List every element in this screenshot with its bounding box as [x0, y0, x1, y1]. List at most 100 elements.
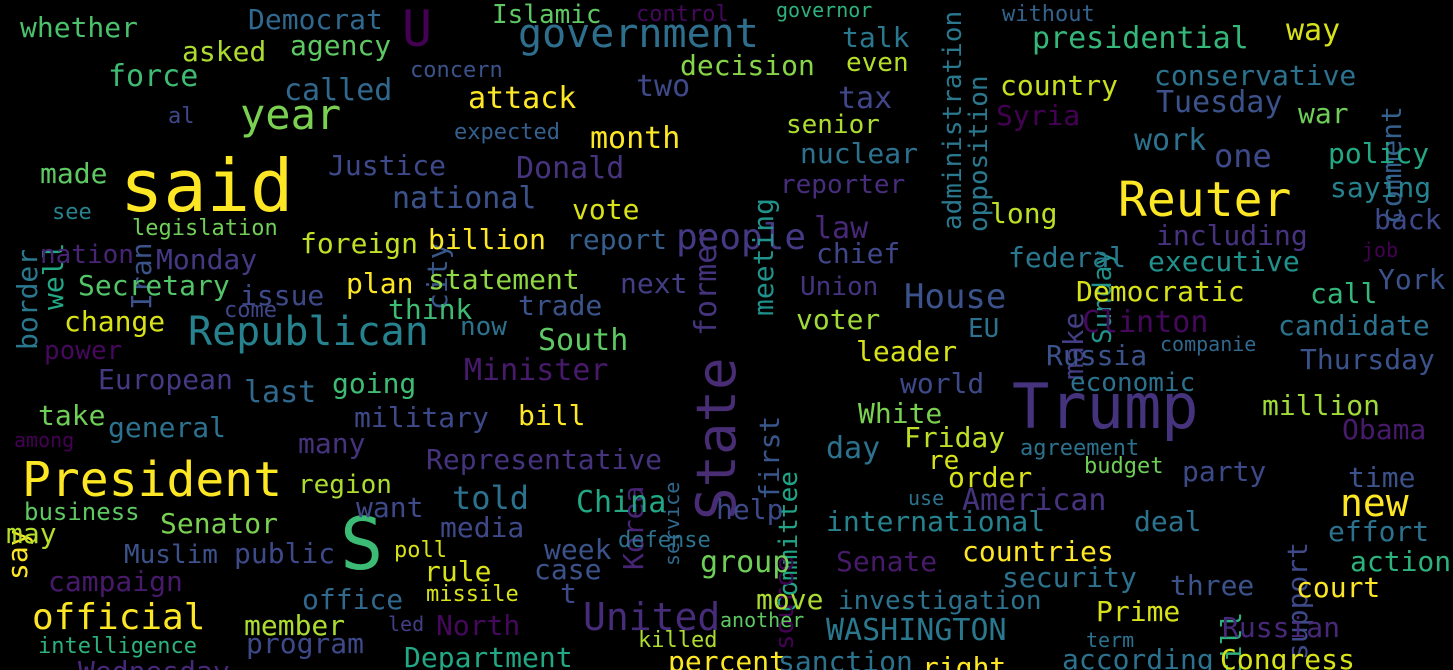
word-governor: governor [776, 0, 873, 22]
word-house: House [904, 277, 1007, 317]
word-countries: countries [962, 535, 1114, 568]
word-thursday: Thursday [1300, 343, 1435, 376]
word-work: work [1134, 123, 1207, 158]
word-federal: federal [1008, 241, 1127, 274]
word-people: people [676, 217, 807, 258]
word-islamic: Islamic [492, 0, 602, 30]
word-week: week [544, 533, 612, 566]
word-two: two [636, 69, 691, 104]
word-attack: attack [468, 81, 577, 116]
word-want: want [356, 491, 424, 524]
word-whether: whether [20, 11, 139, 44]
word-concern: concern [410, 58, 503, 83]
word-sanction: sanction [778, 645, 913, 670]
word-think: think [388, 293, 473, 326]
word-economic: economic [1070, 368, 1196, 398]
word-told: told [452, 479, 530, 517]
word-syria: Syria [996, 99, 1081, 132]
word-said: said [120, 144, 294, 228]
word-republican: Republican [188, 309, 429, 355]
word-opposition: opposition [964, 75, 994, 232]
word-law: law [814, 211, 869, 246]
word-going: going [332, 367, 417, 400]
word-one: one [1214, 137, 1272, 175]
word-according: according [1062, 643, 1214, 670]
word-month: month [590, 121, 681, 156]
word-trump: Trump [1012, 370, 1199, 443]
word-democratic: Democratic [1076, 275, 1245, 308]
word-military: military [354, 401, 489, 434]
word-group: group [700, 545, 791, 580]
word-decision: decision [680, 49, 815, 82]
word-york: York [1378, 263, 1446, 296]
word-official: official [32, 597, 206, 638]
word-right: right [922, 651, 1007, 670]
word-another: another [720, 608, 805, 632]
word-washington: WASHINGTON [826, 613, 1007, 648]
word-see: see [52, 200, 92, 225]
word-asked: asked [182, 35, 267, 68]
word-reporter: reporter [780, 170, 906, 200]
word-member: member [244, 609, 346, 642]
word-may: may [6, 517, 57, 550]
word-defense: defense [618, 528, 711, 553]
word-move: move [756, 583, 824, 616]
word-vote: vote [572, 193, 640, 226]
word-legislation: legislation [132, 216, 278, 241]
word-companie: companie [1160, 332, 1257, 356]
word-european: European [98, 363, 233, 396]
word-government: government [518, 11, 759, 57]
word-senior: senior [786, 110, 880, 140]
word-agency: agency [290, 29, 392, 62]
word-campaign: campaign [48, 565, 183, 598]
word-national: national [392, 181, 537, 216]
word-budget: budget [1084, 454, 1164, 479]
word-made: made [40, 157, 108, 190]
word-donald: Donald [516, 151, 625, 186]
word-meeting: meeting [747, 197, 780, 316]
word-security: security [1002, 561, 1137, 594]
word-take: take [38, 399, 106, 432]
word-power: power [44, 336, 123, 366]
word-effort: effort [1328, 515, 1430, 548]
word-united: United [583, 595, 721, 639]
word-general: general [108, 411, 227, 444]
word-administration: administration [938, 10, 968, 230]
word-back: back [1374, 203, 1442, 236]
word-time: time [1348, 461, 1416, 494]
word-china: China [576, 485, 667, 520]
word-expected: expected [454, 120, 560, 145]
word-call: call [1310, 277, 1378, 310]
word-billion: billion [428, 223, 547, 256]
word-including: including [1156, 219, 1308, 252]
word-office: office [302, 583, 404, 616]
word-american: American [962, 483, 1107, 518]
word-use: use [908, 486, 945, 510]
word-job: job [1362, 238, 1399, 262]
word-rule: rule [424, 555, 492, 588]
word-among: among [14, 428, 75, 452]
word-obama: Obama [1342, 413, 1427, 446]
word-reuter: Reuter [1118, 172, 1292, 228]
word-muslim: Muslim [124, 540, 218, 570]
word-intelligence: intelligence [38, 634, 197, 659]
word-percent: percent [668, 645, 787, 670]
word-al: al [168, 104, 195, 129]
word-union: Union [800, 272, 879, 302]
word-issue: issue [240, 279, 325, 312]
word-three: three [1170, 569, 1255, 602]
word-force: force [108, 59, 199, 94]
word-change: change [64, 305, 166, 338]
word-next: next [620, 267, 688, 300]
word-department: Department [404, 641, 573, 670]
word-trade: trade [518, 289, 603, 322]
word-agreement: agreement [1020, 436, 1140, 461]
word-voter: voter [796, 303, 881, 336]
word-many: many [298, 427, 366, 460]
word-business: business [24, 498, 140, 526]
word-long: long [990, 197, 1058, 230]
word-international: international [826, 505, 1046, 538]
word-candidate: candidate [1278, 309, 1430, 342]
word-help: help [716, 493, 784, 526]
